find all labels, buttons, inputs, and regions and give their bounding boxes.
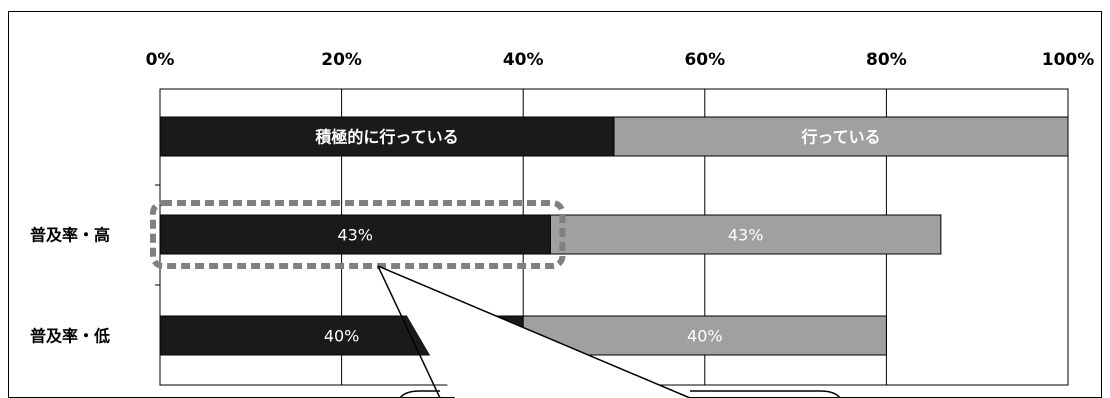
legend-label: 行っている <box>800 128 880 147</box>
callout-bubble-edge <box>690 390 841 398</box>
bar-segment <box>522 315 887 356</box>
category-label: 普及率・高 <box>30 226 110 245</box>
x-tick-label: 100% <box>1042 50 1095 70</box>
x-tick-label: 20% <box>321 50 362 70</box>
data-label: 40% <box>687 327 723 346</box>
data-label: 40% <box>324 327 360 346</box>
x-tick-label: 0% <box>146 50 175 70</box>
bar-segment <box>549 214 942 255</box>
legend-label: 積極的に行っている <box>314 128 458 147</box>
annotations <box>150 200 841 398</box>
x-tick-label: 60% <box>684 50 725 70</box>
bar-segment <box>159 214 551 255</box>
bars <box>159 116 1069 356</box>
callout-line <box>377 265 691 398</box>
data-label: 43% <box>728 226 764 245</box>
callout-line <box>377 265 441 398</box>
x-tick-label: 80% <box>866 50 907 70</box>
x-axis: 0% 20% 40% 60% 80% 100% <box>146 50 1095 286</box>
legend-segment <box>613 116 1069 157</box>
legend-segment <box>159 116 615 157</box>
data-label: 43% <box>337 226 373 245</box>
x-tick-label: 40% <box>503 50 544 70</box>
callout-bubble-edge <box>399 390 440 398</box>
category-label: 普及率・低 <box>30 327 110 346</box>
highlight-box <box>150 200 566 269</box>
